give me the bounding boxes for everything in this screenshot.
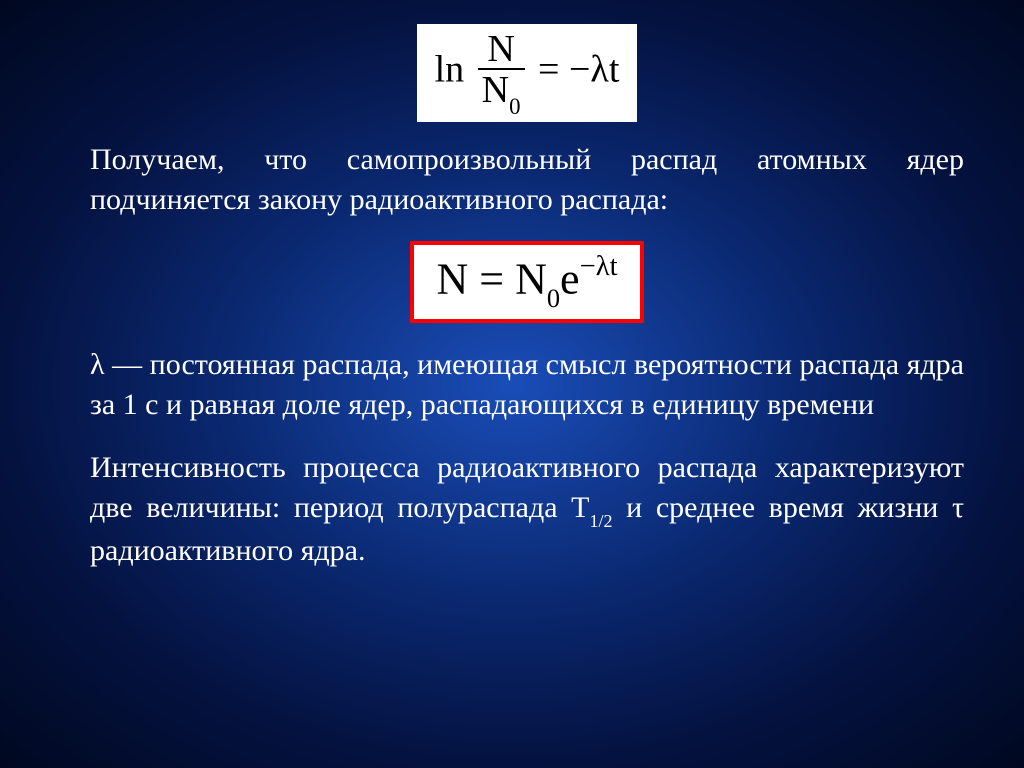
fraction-N-N0: N N0 — [478, 30, 525, 116]
para3-T-sub: 1/2 — [590, 511, 613, 531]
para3-b: и среднее время жизни — [613, 491, 952, 524]
para2-rest: — постоянная распада, имеющая смысл веро… — [90, 348, 964, 422]
exp-minus: − — [580, 251, 596, 282]
para3-c: радиоактивного ядра. — [90, 534, 365, 567]
exp-t: t — [610, 251, 618, 282]
formula-1-container: ln N N0 = −λt — [90, 24, 964, 122]
frac-denominator: N0 — [478, 70, 525, 116]
para2-lambda: λ — [90, 348, 105, 381]
formula-2: N = N0e−λt — [410, 241, 643, 323]
ln-text: ln — [435, 49, 465, 91]
exp-lambda: λ — [596, 251, 610, 282]
denom-N: N — [482, 69, 509, 111]
f2-N: N — [436, 254, 468, 303]
f2-eq: = — [468, 254, 515, 303]
f2-e: e — [560, 254, 580, 303]
para3-tau: τ — [952, 491, 964, 524]
f2-N0-sub: 0 — [547, 283, 560, 313]
denom-sub-0: 0 — [509, 94, 520, 119]
paragraph-3: Интенсивность процесса радиоактивного ра… — [90, 448, 964, 571]
paragraph-1: Получаем, что самопроизвольный распад ат… — [90, 140, 964, 221]
frac-numerator: N — [478, 30, 525, 70]
f2-exponent: −λt — [580, 251, 618, 282]
formula-1: ln N N0 = −λt — [417, 24, 638, 122]
f2-N0-base: N — [515, 254, 547, 303]
formula-2-container: N = N0e−λt — [90, 241, 964, 323]
paragraph-2: λ — постоянная распада, имеющая смысл ве… — [90, 345, 964, 426]
lambda-symbol: λ — [590, 49, 608, 91]
t-symbol: t — [609, 49, 620, 91]
rhs-equals-minus: = − — [538, 49, 590, 91]
